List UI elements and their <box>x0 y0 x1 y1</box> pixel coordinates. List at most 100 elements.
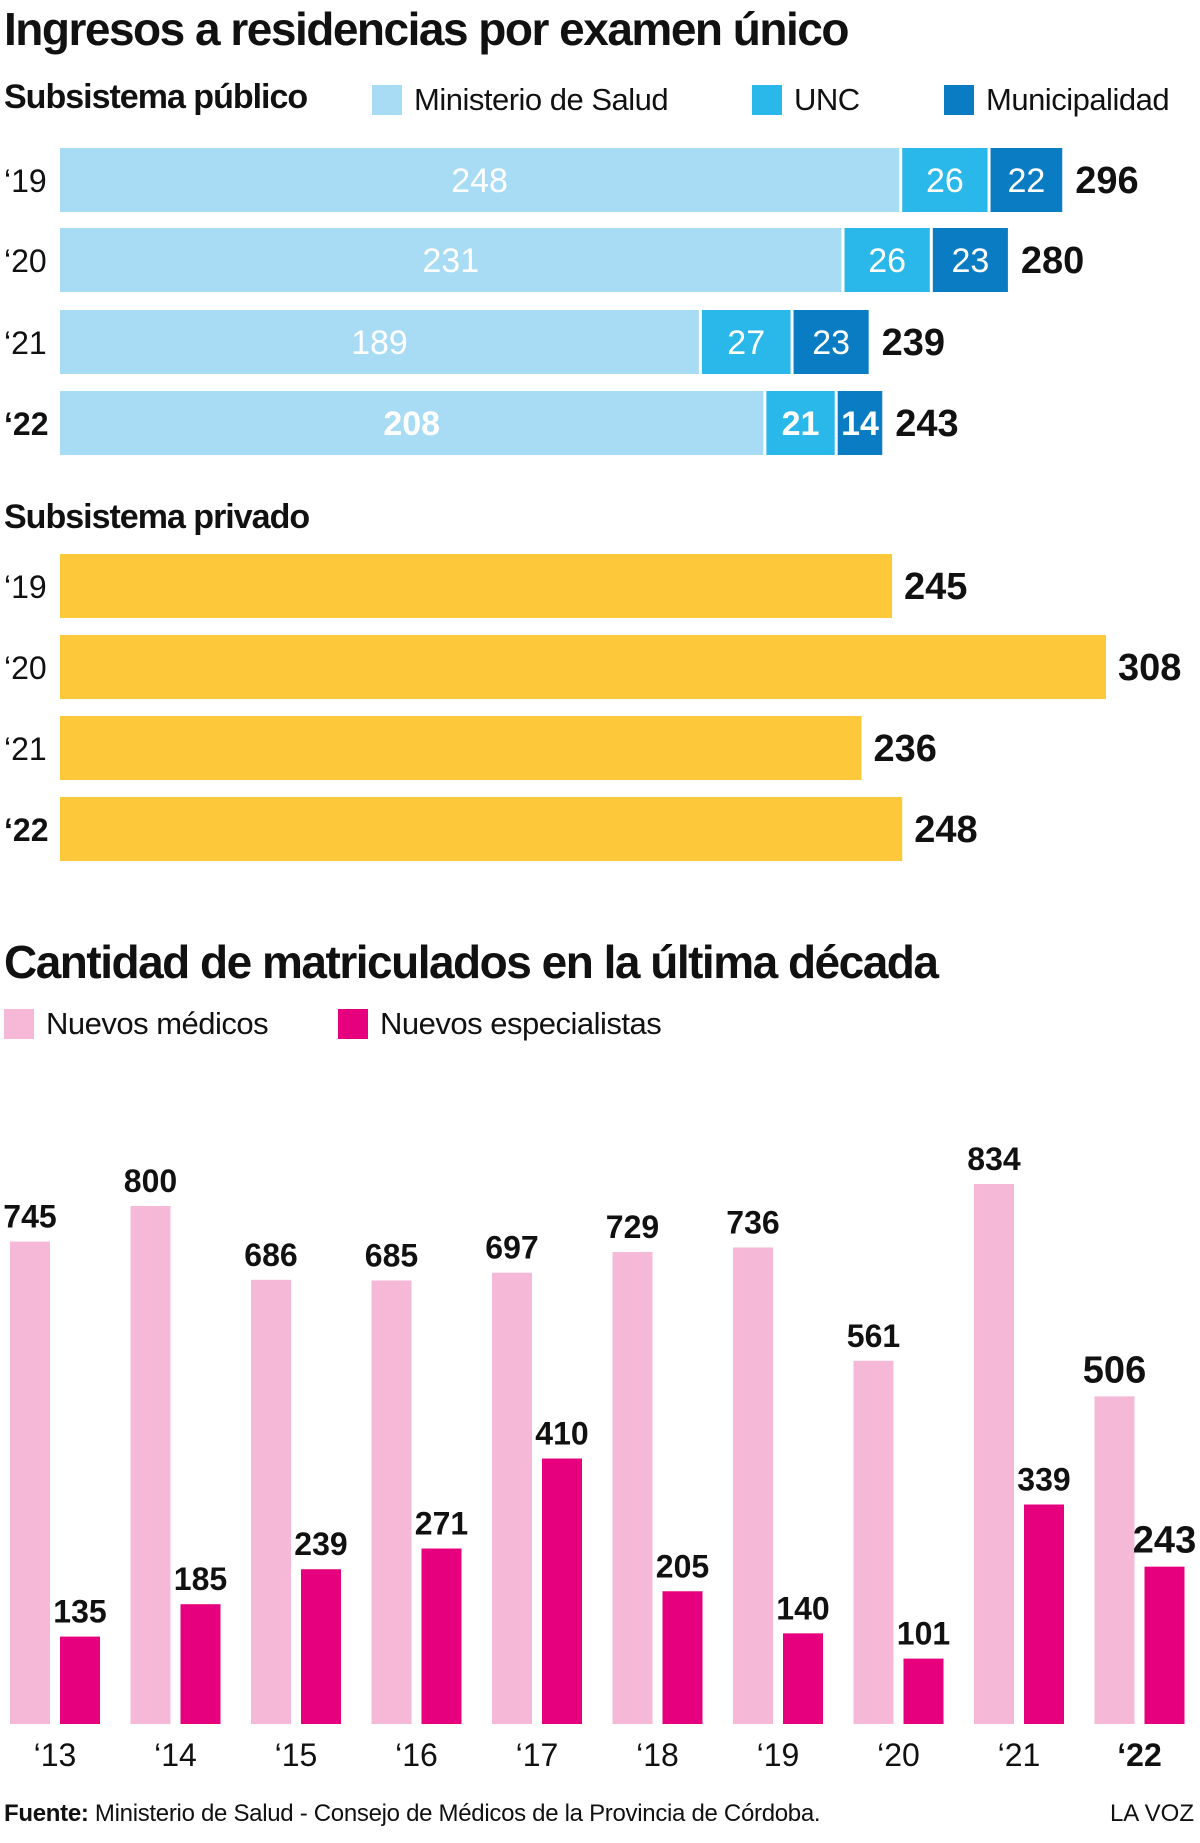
privado-category-label-1: ‘20 <box>4 650 47 686</box>
privado-category-label-2: ‘21 <box>4 731 47 767</box>
publico-title: Subsistema público <box>4 78 308 116</box>
matriculados-bar-0-1 <box>60 1636 100 1724</box>
publico-category-label-2: ‘21 <box>4 325 47 361</box>
privado-bar-3 <box>60 797 903 861</box>
matriculados-bar-1-0 <box>130 1206 171 1724</box>
matriculados-value-label-7-1: 101 <box>897 1616 950 1652</box>
matriculados-category-label-4: ‘17 <box>516 1737 559 1773</box>
publico-total-label-2: 239 <box>882 322 945 364</box>
publico-value-label-3-0: 208 <box>383 405 440 443</box>
matriculados-category-label-6: ‘19 <box>757 1737 800 1773</box>
matriculados-category-label-7: ‘20 <box>877 1737 920 1773</box>
matriculados-bar-8-0 <box>974 1183 1014 1724</box>
matriculados-title: Cantidad de matriculados en la última dé… <box>4 936 939 988</box>
legend-nuevos-medicos-swatch <box>4 1009 34 1039</box>
publico-value-label-0-1: 26 <box>926 162 964 200</box>
publico-value-label-1-2: 23 <box>951 242 989 280</box>
matriculados-value-label-1-1: 185 <box>174 1561 227 1597</box>
privado-title: Subsistema privado <box>4 498 310 536</box>
matriculados-bar-1-1 <box>180 1604 221 1724</box>
publico-value-label-1-1: 26 <box>868 242 906 280</box>
matriculados-value-label-8-1: 339 <box>1017 1461 1070 1497</box>
matriculados-category-label-5: ‘18 <box>636 1737 679 1773</box>
matriculados-bar-6-0 <box>733 1247 773 1724</box>
matriculados-value-label-4-1: 410 <box>535 1416 588 1452</box>
matriculados-bar-0-0 <box>10 1241 50 1724</box>
publico-bar-21-2 <box>793 310 869 374</box>
matriculados-bar-3-1 <box>421 1548 462 1724</box>
publico-value-label-1-0: 231 <box>422 242 479 280</box>
matriculados-category-label-1: ‘14 <box>154 1737 197 1773</box>
publico-total-label-3: 243 <box>895 403 958 445</box>
publico-bar-19-2 <box>990 148 1063 212</box>
matriculados-chart: 745 135 ‘13 800 185 ‘14 686 239 ‘15 685 271 ‘16 697 4… <box>3 1141 1196 1773</box>
privado-category-label-3: ‘22 <box>4 812 48 848</box>
legend-unc-swatch <box>752 85 782 115</box>
matriculados-value-label-5-0: 729 <box>606 1209 659 1245</box>
ingresos-chart: ‘19 248 26 22 296 ‘20 231 26 23 280 ‘21 189 27 23 239 ‘… <box>4 148 1181 861</box>
privado-value-label-3: 248 <box>914 809 977 851</box>
legend-nuevos-medicos-label: Nuevos médicos <box>46 1006 269 1041</box>
legend-nuevos-especialistas: Nuevos especialistas <box>338 1006 662 1042</box>
publico-bar-19-0 <box>60 148 900 212</box>
matriculados-bar-2-0 <box>251 1279 291 1724</box>
matriculados-bar-5-0 <box>612 1251 653 1724</box>
publico-bar-22-0 <box>60 391 764 455</box>
matriculados-bar-9-1 <box>1144 1566 1185 1724</box>
legend-nuevos-especialistas-label: Nuevos especialistas <box>380 1006 662 1041</box>
publico-value-label-0-2: 22 <box>1007 162 1045 200</box>
matriculados-value-label-6-0: 736 <box>726 1204 779 1240</box>
matriculados-bar-4-0 <box>492 1272 532 1724</box>
privado-bar-2 <box>60 716 862 780</box>
legend-municipalidad-label: Municipalidad <box>986 82 1170 117</box>
source-label: Fuente: <box>4 1800 89 1827</box>
publico-category-label-0: ‘19 <box>4 163 47 199</box>
legend-nuevos-medicos: Nuevos médicos <box>4 1006 269 1042</box>
privado-value-label-1: 308 <box>1118 647 1181 689</box>
matriculados-category-label-2: ‘15 <box>275 1737 318 1773</box>
brand-logo: LA VOZ <box>1109 1800 1194 1827</box>
privado-bar-0 <box>60 554 893 618</box>
publico-value-label-2-1: 27 <box>727 324 765 362</box>
matriculados-bar-6-1 <box>783 1633 823 1724</box>
matriculados-category-label-9: ‘22 <box>1117 1737 1161 1773</box>
matriculados-bar-4-1 <box>542 1458 582 1724</box>
publico-total-label-0: 296 <box>1075 160 1138 202</box>
publico-bar-21-1 <box>701 310 791 374</box>
privado-value-label-2: 236 <box>873 728 936 770</box>
publico-value-label-0-0: 248 <box>451 162 508 200</box>
legend-ministerio: Ministerio de Salud <box>372 82 669 118</box>
matriculados-value-label-3-0: 685 <box>365 1237 418 1273</box>
matriculados-bar-5-1 <box>662 1591 703 1724</box>
matriculados-value-label-2-1: 239 <box>294 1526 347 1562</box>
publico-bar-20-2 <box>932 228 1008 292</box>
privado-category-label-0: ‘19 <box>4 569 47 605</box>
legend-unc: UNC <box>752 82 860 118</box>
publico-bar-20-0 <box>60 228 842 292</box>
footer-source: Fuente: Ministerio de Salud - Consejo de… <box>4 1800 821 1828</box>
publico-bar-22-2 <box>837 391 883 455</box>
publico-value-label-2-0: 189 <box>351 324 408 362</box>
matriculados-value-label-0-0: 745 <box>3 1199 56 1235</box>
legend-municipalidad-swatch <box>944 85 974 115</box>
legend-unc-label: UNC <box>794 82 860 117</box>
publico-bar-22-1 <box>766 391 835 455</box>
legend-municipalidad: Municipalidad <box>944 82 1170 118</box>
matriculados-value-label-8-0: 834 <box>967 1141 1021 1177</box>
matriculados-value-label-7-0: 561 <box>847 1318 900 1354</box>
matriculados-category-label-3: ‘16 <box>395 1737 438 1773</box>
source-text: Ministerio de Salud - Consejo de Médicos… <box>88 1800 821 1827</box>
matriculados-bar-3-0 <box>371 1280 412 1724</box>
legend-ministerio-swatch <box>372 85 402 115</box>
matriculados-category-label-8: ‘21 <box>998 1737 1041 1773</box>
matriculados-value-label-4-0: 697 <box>485 1230 538 1266</box>
matriculados-bar-9-0 <box>1094 1396 1135 1724</box>
matriculados-value-label-1-0: 800 <box>124 1163 177 1199</box>
legend-nuevos-especialistas-swatch <box>338 1009 368 1039</box>
matriculados-value-label-9-0: 506 <box>1083 1349 1146 1391</box>
publico-bar-19-1 <box>902 148 988 212</box>
privado-bar-1 <box>60 635 1106 699</box>
matriculados-value-label-2-0: 686 <box>244 1237 297 1273</box>
publico-bar-20-1 <box>844 228 930 292</box>
publico-value-label-3-1: 21 <box>782 405 820 443</box>
